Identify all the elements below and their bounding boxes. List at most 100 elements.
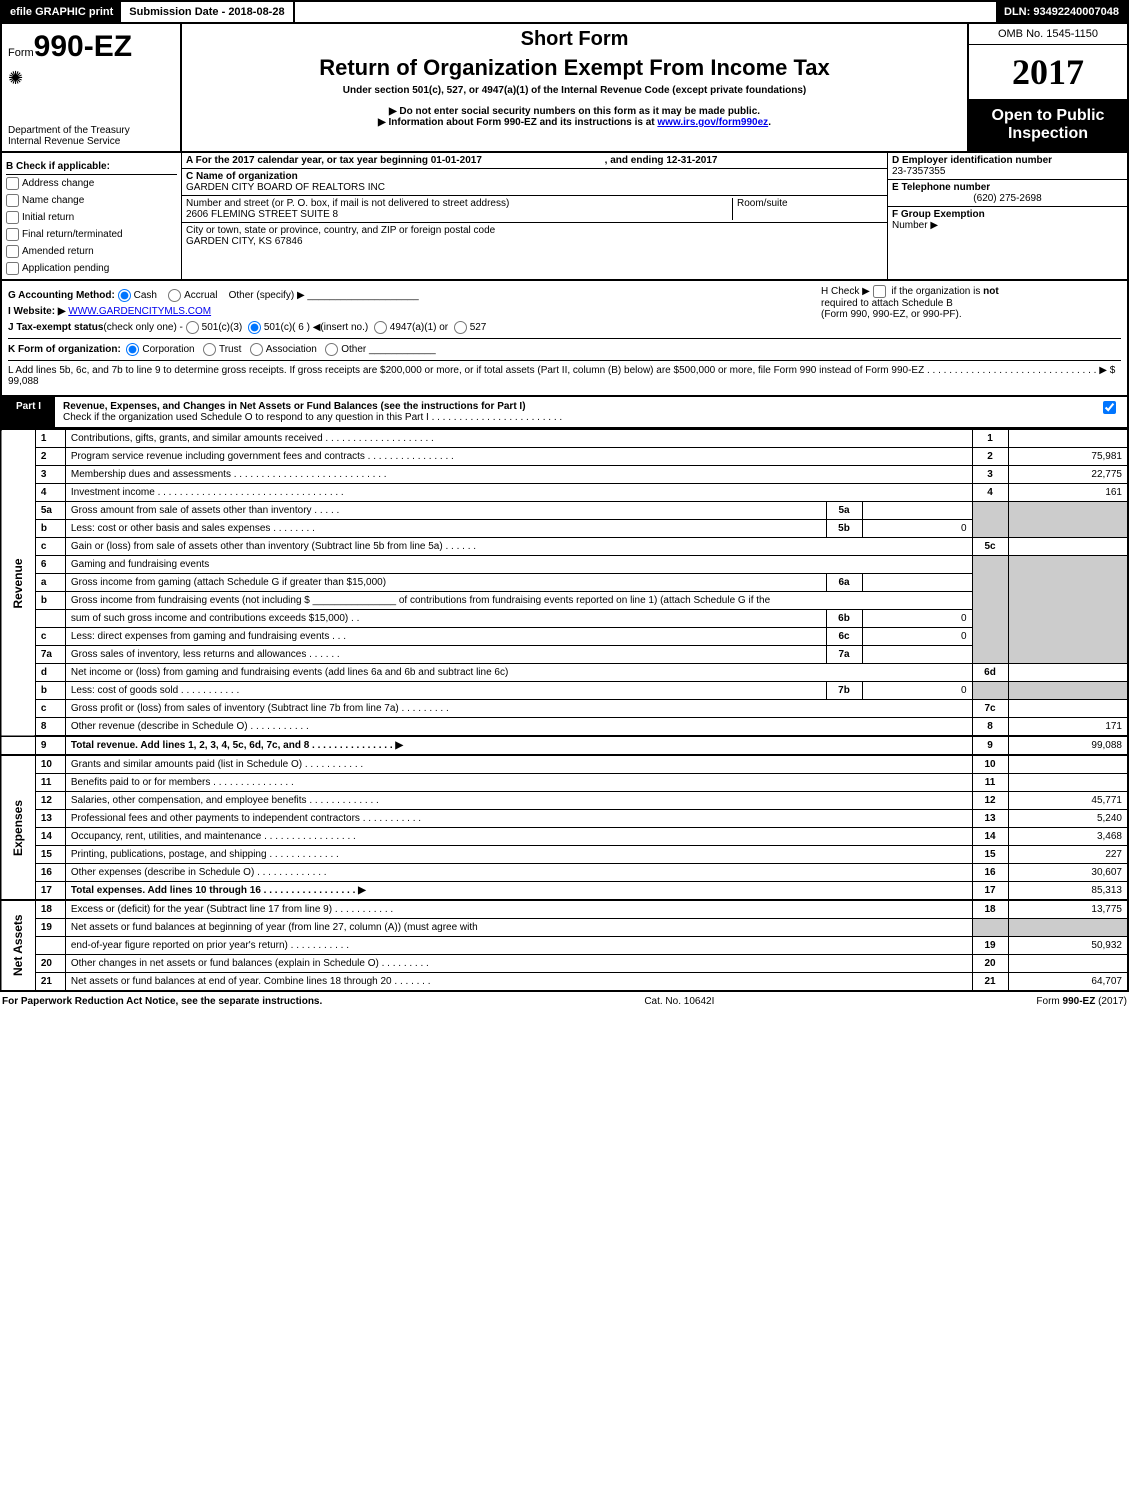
line-totval: 64,707 (1008, 973, 1128, 992)
application-pending-checkbox[interactable] (6, 262, 19, 275)
cb-amended-return[interactable]: Amended return (6, 243, 177, 260)
k-other-radio[interactable] (325, 343, 338, 356)
grey-cell (972, 682, 1008, 700)
j-501c3-radio[interactable] (186, 321, 199, 334)
line-num (35, 610, 65, 628)
k-trust-radio[interactable] (203, 343, 216, 356)
line-totval: 45,771 (1008, 792, 1128, 810)
grey-cell (1008, 556, 1128, 664)
website-link[interactable]: WWW.GARDENCITYMLS.COM (68, 306, 211, 317)
initial-return-checkbox[interactable] (6, 211, 19, 224)
footer-right: Form 990-EZ (2017) (1036, 996, 1127, 1007)
line-totlab: 3 (972, 466, 1008, 484)
line-desc: Grants and similar amounts paid (list in… (65, 755, 972, 774)
grey-cell (972, 919, 1008, 937)
open-line2: Inspection (973, 125, 1123, 143)
e-value: (620) 275-2698 (892, 193, 1123, 204)
line-totval (1008, 430, 1128, 448)
expenses-side-label: Expenses (1, 755, 35, 900)
line-inlab: 5a (826, 502, 862, 520)
department-label: Department of the Treasury Internal Reve… (8, 125, 130, 147)
line-totlab: 7c (972, 700, 1008, 718)
k-assoc-radio[interactable] (250, 343, 263, 356)
line-totval (1008, 664, 1128, 682)
line-inlab: 6a (826, 574, 862, 592)
line-num (35, 937, 65, 955)
line-desc: Total expenses. Add lines 10 through 16 … (65, 882, 972, 901)
cb-final-return[interactable]: Final return/terminated (6, 226, 177, 243)
section-g-through-l: H Check ▶ if the organization is not req… (0, 281, 1129, 397)
h-text2: required to attach Schedule B (821, 298, 953, 309)
h-text3: (Form 990, 990-EZ, or 990-PF). (821, 309, 962, 320)
line-desc: Other changes in net assets or fund bala… (65, 955, 972, 973)
city-row: City or town, state or province, country… (182, 223, 887, 279)
a-tax-year-end: , and ending 12-31-2017 (605, 155, 718, 166)
form-prefix: Form (8, 47, 34, 59)
arrow2-post: . (768, 117, 771, 128)
line-desc: Other expenses (describe in Schedule O) … (65, 864, 972, 882)
j-501c6-radio[interactable] (248, 321, 261, 334)
name-change-checkbox[interactable] (6, 194, 19, 207)
line-desc: Other revenue (describe in Schedule O) .… (65, 718, 972, 737)
line-totval: 161 (1008, 484, 1128, 502)
line-desc: end-of-year figure reported on prior yea… (65, 937, 972, 955)
line-desc: Program service revenue including govern… (65, 448, 972, 466)
amended-return-checkbox[interactable] (6, 245, 19, 258)
city-value: GARDEN CITY, KS 67846 (186, 236, 303, 247)
cb-address-change[interactable]: Address change (6, 175, 177, 192)
line-totval (1008, 538, 1128, 556)
under-section: Under section 501(c), 527, or 4947(a)(1)… (190, 85, 959, 96)
table-row: c Gross profit or (loss) from sales of i… (1, 700, 1128, 718)
line-totval: 30,607 (1008, 864, 1128, 882)
j-4947-radio[interactable] (374, 321, 387, 334)
line-totval (1008, 774, 1128, 792)
line-totlab: 14 (972, 828, 1008, 846)
line-num: 17 (35, 882, 65, 901)
line-desc: Salaries, other compensation, and employ… (65, 792, 972, 810)
section-b-checkboxes: A For the 2017 calendar year, or tax yea… (2, 153, 182, 279)
line-totlab: 11 (972, 774, 1008, 792)
part-i-schedule-o-checkbox[interactable] (1103, 401, 1116, 414)
g-accrual-radio[interactable] (168, 289, 181, 302)
h-checkbox[interactable] (873, 285, 886, 298)
table-row: end-of-year figure reported on prior yea… (1, 937, 1128, 955)
cb-initial-return[interactable]: Initial return (6, 209, 177, 226)
table-row: 6 Gaming and fundraising events (1, 556, 1128, 574)
page-footer: For Paperwork Reduction Act Notice, see … (0, 992, 1129, 1011)
line-totlab: 8 (972, 718, 1008, 737)
part-i-check-line: Check if the organization used Schedule … (63, 412, 562, 423)
j-527-radio[interactable] (454, 321, 467, 334)
cb-application-pending[interactable]: Application pending (6, 260, 177, 277)
line-totval: 75,981 (1008, 448, 1128, 466)
line-num: 7a (35, 646, 65, 664)
table-row: 21 Net assets or fund balances at end of… (1, 973, 1128, 992)
arrow-line-2: ▶ Information about Form 990-EZ and its … (190, 117, 959, 128)
f-group-exemption: F Group Exemption Number ▶ (888, 207, 1127, 233)
table-row: a Gross income from gaming (attach Sched… (1, 574, 1128, 592)
table-row: 3 Membership dues and assessments . . . … (1, 466, 1128, 484)
line-totval: 22,775 (1008, 466, 1128, 484)
j-opt3: 4947(a)(1) or (390, 322, 448, 333)
k-corp-radio[interactable] (126, 343, 139, 356)
final-return-checkbox[interactable] (6, 228, 19, 241)
cb-name-change[interactable]: Name change (6, 192, 177, 209)
line-totval: 13,775 (1008, 900, 1128, 919)
line-inval (862, 646, 972, 664)
line-desc: Gross income from gaming (attach Schedul… (65, 574, 826, 592)
line-desc: Net assets or fund balances at beginning… (65, 919, 972, 937)
line-desc: Investment income . . . . . . . . . . . … (65, 484, 972, 502)
line-inlab: 6b (826, 610, 862, 628)
line-totlab: 20 (972, 955, 1008, 973)
line-num: c (35, 538, 65, 556)
g-cash-radio[interactable] (118, 289, 131, 302)
dln: DLN: 93492240007048 (996, 2, 1127, 22)
line-desc: Gross sales of inventory, less returns a… (65, 646, 826, 664)
g-accrual: Accrual (184, 290, 217, 301)
a-tax-year-begin: A For the 2017 calendar year, or tax yea… (186, 155, 482, 166)
address-change-checkbox[interactable] (6, 177, 19, 190)
line-totval: 5,240 (1008, 810, 1128, 828)
line-totval: 99,088 (1008, 736, 1128, 755)
efile-label: efile GRAPHIC print (2, 2, 121, 22)
irs-link[interactable]: www.irs.gov/form990ez (657, 117, 768, 128)
form-header: Form990-EZ ✺ Department of the Treasury … (0, 24, 1129, 153)
